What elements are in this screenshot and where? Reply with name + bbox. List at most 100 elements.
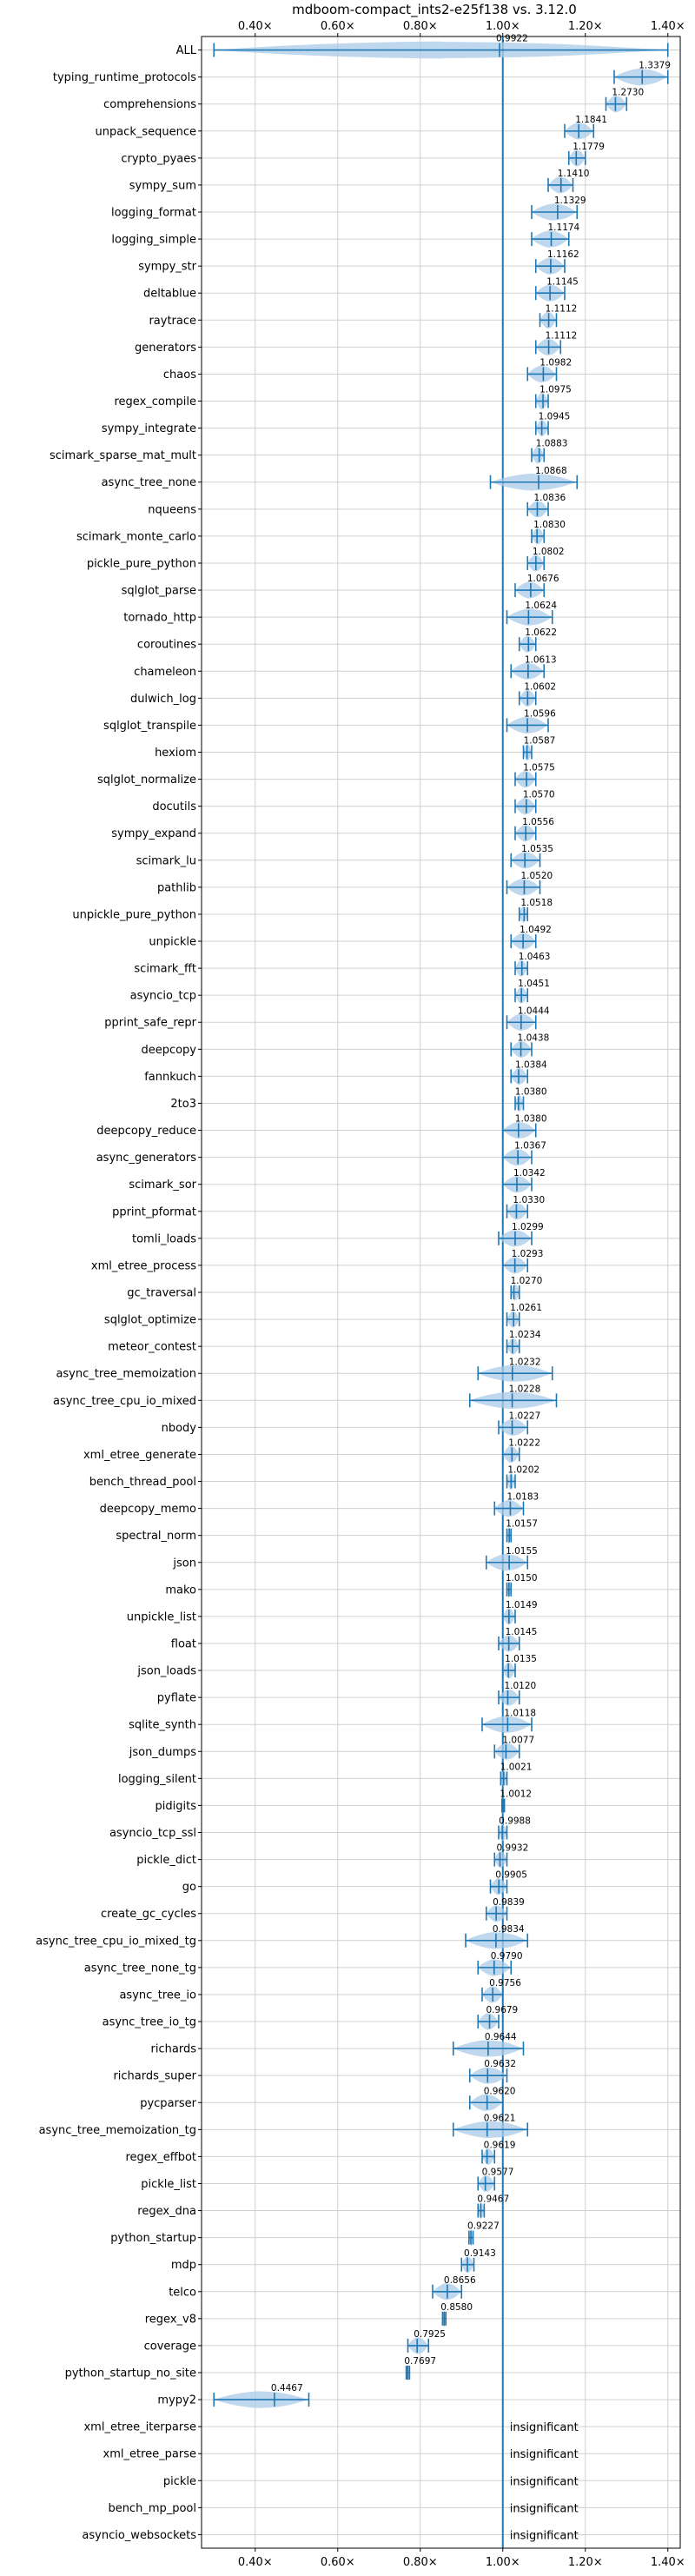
y-tick-label: async_tree_io: [119, 1988, 196, 2002]
y-tick-label: pickle_pure_python: [87, 557, 196, 570]
data-label: 1.0492: [520, 925, 552, 935]
y-tick-label: json: [172, 1557, 196, 1570]
data-label: 1.0384: [515, 1059, 547, 1070]
data-label: 0.8580: [440, 2302, 473, 2313]
y-tick-label: spectral_norm: [116, 1530, 196, 1543]
data-label: 1.0570: [523, 790, 555, 800]
x-tick-label-top: 0.40×: [238, 20, 273, 33]
y-tick-label: async_generators: [96, 1152, 197, 1165]
y-tick-label: regex_effbot: [125, 2151, 196, 2164]
data-label: 1.0202: [507, 1465, 539, 1476]
y-tick-label: hexiom: [155, 747, 196, 760]
data-label: 1.0222: [508, 1438, 540, 1449]
y-tick-label: asyncio_websockets: [82, 2529, 196, 2542]
y-tick-label: xml_etree_process: [91, 1259, 196, 1272]
y-tick-label: generators: [135, 342, 196, 355]
plot-frame: [201, 36, 681, 2549]
y-tick-label: xml_etree_parse: [103, 2448, 196, 2461]
y-tick-label: nbody: [162, 1422, 197, 1435]
data-label: 1.0299: [512, 1222, 544, 1232]
y-tick-label: coverage: [144, 2340, 196, 2353]
data-label: 1.0293: [512, 1249, 544, 1259]
data-label: 1.0556: [522, 817, 554, 827]
x-tick-label-top: 1.40×: [651, 20, 685, 33]
y-tick-label: pprint_pformat: [112, 1205, 196, 1218]
y-tick-label: sqlglot_parse: [122, 585, 196, 598]
y-tick-label: pickle_list: [141, 2178, 196, 2191]
y-tick-label: create_gc_cycles: [101, 1908, 196, 1921]
data-label: 1.0520: [520, 871, 553, 881]
y-tick-label: asyncio_tcp_ssl: [109, 1827, 196, 1840]
data-label: 1.0602: [524, 681, 556, 692]
y-tick-label: unpickle_pure_python: [72, 908, 196, 921]
marks-layer: [213, 41, 669, 2408]
data-label: 1.0330: [513, 1195, 545, 1205]
data-label: 1.1112: [546, 303, 578, 314]
label-layer: 0.9922 1.3379 1.2730 1.1841 1.1779 1.1410 1.13…: [271, 34, 671, 2543]
insignificant-label: insignificant: [510, 2421, 579, 2434]
y-tick-label: scimark_sor: [129, 1178, 196, 1192]
insignificant-label: insignificant: [510, 2448, 579, 2461]
y-tick-label: logging_simple: [111, 234, 196, 247]
y-tick-label: sqlglot_optimize: [104, 1314, 196, 1327]
data-label: 1.0155: [506, 1546, 538, 1557]
y-tick-label: crypto_pyaes: [121, 152, 196, 165]
y-tick-label: deltablue: [143, 288, 196, 301]
data-label: 0.7697: [404, 2356, 436, 2367]
y-tick-label: regex_v8: [145, 2313, 196, 2326]
data-label: 0.7925: [414, 2329, 446, 2340]
data-label: 1.0676: [527, 574, 559, 584]
data-label: 1.0120: [504, 1681, 536, 1691]
data-label: 1.0883: [536, 439, 568, 449]
data-label: 0.9227: [467, 2221, 500, 2232]
y-tick-label: json_dumps: [129, 1746, 196, 1759]
y-tick-label: gc_traversal: [127, 1287, 196, 1300]
data-label: 1.0157: [506, 1519, 538, 1530]
y-tick-label: sympy_str: [138, 261, 196, 274]
y-tick-label: coroutines: [137, 639, 196, 652]
y-tick-label: json_loads: [136, 1665, 196, 1678]
x-tick-label-top: 0.60×: [321, 20, 355, 33]
y-tick-label: pycparser: [140, 2097, 196, 2110]
y-tick-label: tomli_loads: [132, 1232, 196, 1245]
data-label: 1.0261: [510, 1303, 542, 1313]
y-tick-label: async_tree_memoization: [56, 1368, 196, 1381]
data-label: 1.1145: [546, 276, 579, 287]
data-label: 1.0535: [521, 844, 553, 854]
y-tick-label: sqlglot_normalize: [97, 773, 196, 787]
x-tick-label-top: 0.80×: [403, 20, 438, 33]
data-label: 1.1162: [547, 249, 579, 260]
data-label: 1.0451: [518, 979, 550, 989]
data-label: 1.0227: [509, 1411, 541, 1421]
y-tick-label: meteor_contest: [108, 1341, 196, 1354]
data-label: 0.9834: [493, 1924, 525, 1935]
y-tick-label: deepcopy: [141, 1044, 196, 1057]
y-tick-label: chameleon: [134, 666, 196, 679]
y-tick-label: deepcopy_memo: [100, 1503, 196, 1516]
y-tick-label: unpickle_list: [127, 1610, 196, 1623]
y-tick-label: scimark_lu: [136, 854, 196, 867]
y-tick-label: pyflate: [157, 1692, 196, 1705]
x-tick-label-bottom: 1.40×: [651, 2556, 685, 2569]
data-label: 1.1174: [548, 222, 580, 233]
data-label: 1.0118: [504, 1708, 536, 1718]
x-tick-label-top: 1.20×: [568, 20, 603, 33]
data-label: 0.9632: [484, 2059, 516, 2069]
data-label: 1.1410: [558, 169, 590, 179]
y-tick-label: regex_compile: [114, 395, 196, 408]
data-label: 1.3379: [639, 61, 671, 71]
data-label: 0.9577: [482, 2168, 514, 2178]
y-tick-label: nqueens: [148, 503, 196, 516]
y-tick-label: pidigits: [156, 1800, 197, 1813]
data-label: 1.0463: [519, 952, 551, 962]
data-label: 1.0982: [539, 357, 572, 368]
data-label: 0.9932: [497, 1843, 529, 1854]
y-tick-label: logging_format: [111, 206, 196, 219]
data-label: 1.0438: [518, 1032, 550, 1043]
y-tick-label: dulwich_log: [130, 693, 196, 706]
y-tick-label: async_tree_memoization_tg: [39, 2124, 196, 2137]
data-label: 1.0367: [514, 1141, 546, 1152]
y-tick-label: asyncio_tcp: [130, 990, 196, 1003]
data-label: 1.0518: [520, 898, 553, 908]
